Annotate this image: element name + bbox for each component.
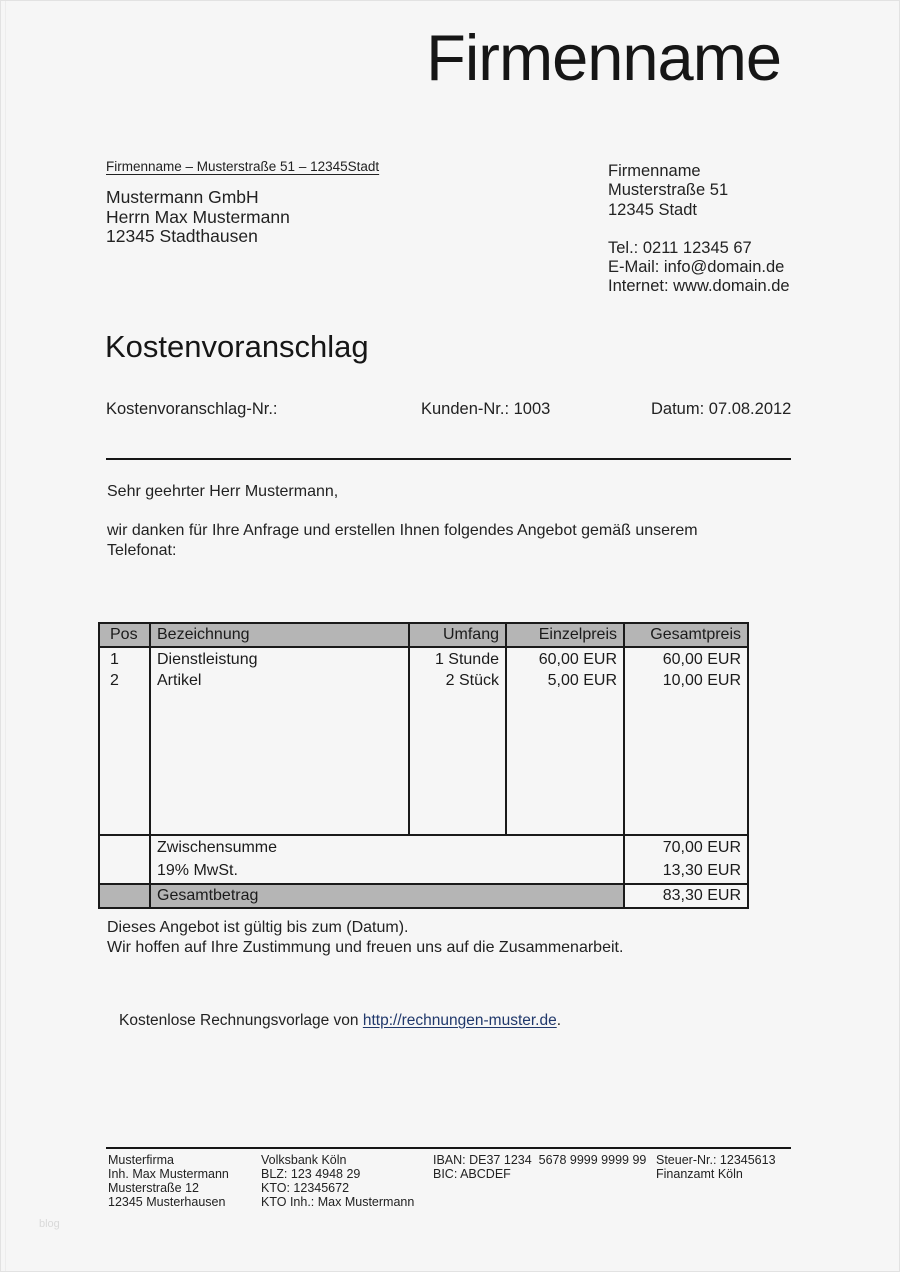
- item-unit-price: 60,00 EUR: [538, 651, 617, 668]
- validity-line: Dieses Angebot ist gültig bis zum (Datum…: [107, 919, 409, 936]
- footer-line: IBAN: DE37 1234 5678 9999 9999 99: [433, 1153, 647, 1167]
- document-heading: Kostenvoranschlag: [105, 329, 369, 364]
- column-header-gesamtpreis: Gesamtpreis: [623, 622, 749, 648]
- company-address-line: Musterstraße 51: [608, 181, 729, 200]
- footer-tax-column: Steuer-Nr.: 12345613 Finanzamt Köln: [656, 1153, 776, 1181]
- tax-value: 13,30 EUR: [662, 861, 741, 879]
- item-pos: 2: [110, 672, 119, 689]
- footer-company-column: Musterfirma Inh. Max Mustermann Musterst…: [108, 1153, 229, 1209]
- item-quantity: 2 Stück: [445, 672, 499, 689]
- item-description: Dienstleistung: [157, 651, 258, 668]
- item-total-price: 60,00 EUR: [662, 651, 741, 668]
- cooperation-line: Wir hoffen auf Ihre Zustimmung und freue…: [107, 938, 624, 956]
- table-header-row: Pos Bezeichnung Umfang Einzelpreis Gesam…: [98, 622, 749, 648]
- footer-line: Musterstraße 12: [108, 1181, 200, 1195]
- footer-line: Finanzamt Köln: [656, 1167, 743, 1181]
- cell-subtotal-labels: Zwischensumme 19% MwSt.: [149, 834, 625, 885]
- total-value: 83,30 EUR: [623, 883, 749, 909]
- footer-line: KTO Inh.: Max Mustermann: [261, 1195, 415, 1209]
- closing-paragraph: Dieses Angebot ist gültig bis zum (Datum…: [107, 918, 623, 957]
- recipient-line: 12345 Stadthausen: [106, 226, 258, 246]
- company-website-line: Internet: www.domain.de: [608, 277, 790, 296]
- template-credit-line: Kostenlose Rechnungsvorlage von http://r…: [119, 1012, 561, 1030]
- company-address-line: Firmenname: [608, 162, 701, 180]
- item-unit-price: 5,00 EUR: [547, 672, 617, 689]
- item-total-price: 10,00 EUR: [662, 672, 741, 689]
- footer-line: Musterfirma: [108, 1153, 174, 1167]
- footer-line: 12345 Musterhausen: [108, 1195, 226, 1209]
- subtotal-value: 70,00 EUR: [662, 839, 741, 856]
- company-title: Firmenname: [426, 21, 782, 94]
- cell-empty-pos: [98, 834, 151, 885]
- footer-line: KTO: 12345672: [261, 1181, 350, 1195]
- customer-number: Kunden-Nr.: 1003: [421, 400, 551, 418]
- salutation: Sehr geehrter Herr Mustermann,: [107, 483, 339, 500]
- footer-line: BLZ: 123 4948 29: [261, 1167, 361, 1181]
- credit-prefix: Kostenlose Rechnungsvorlage von: [119, 1012, 363, 1029]
- cell-gesamtpreis: 60,00 EUR 10,00 EUR: [623, 646, 749, 836]
- cell-einzelpreis: 60,00 EUR 5,00 EUR: [505, 646, 625, 836]
- item-description: Artikel: [157, 672, 202, 689]
- column-header-umfang: Umfang: [408, 622, 507, 648]
- company-email-line: E-Mail: info@domain.de: [608, 258, 785, 277]
- company-phone-line: Tel.: 0211 12345 67: [608, 238, 752, 257]
- cell-umfang: 1 Stunde 2 Stück: [408, 646, 507, 836]
- recipient-line: Herrn Max Mustermann: [106, 206, 290, 227]
- total-label: Gesamtbetrag: [149, 883, 625, 909]
- cell-total-pos: [98, 883, 151, 909]
- footer-line: BIC: ABCDEF: [433, 1167, 511, 1181]
- document-date: Datum: 07.08.2012: [651, 400, 792, 418]
- blog-watermark: blog: [39, 1218, 60, 1230]
- footer-line: Inh. Max Mustermann: [108, 1167, 229, 1181]
- item-quantity: 1 Stunde: [434, 651, 499, 668]
- footer-divider: [106, 1147, 791, 1149]
- subtotal-label: Zwischensumme: [157, 839, 278, 856]
- recipient-line: Mustermann GmbH: [106, 187, 259, 207]
- column-header-einzelpreis: Einzelpreis: [505, 622, 625, 648]
- cell-bezeichnung: Dienstleistung Artikel: [149, 646, 410, 836]
- tax-label: 19% MwSt.: [157, 861, 238, 879]
- cell-pos: 1 2: [98, 646, 151, 836]
- spacer: [608, 220, 790, 239]
- footer-line: Steuer-Nr.: 12345613: [656, 1153, 776, 1167]
- sender-return-address-line: Firmenname – Musterstraße 51 – 12345Stad…: [106, 159, 380, 174]
- estimate-number-label: Kostenvoranschlag-Nr.:: [106, 400, 278, 418]
- footer-iban-column: IBAN: DE37 1234 5678 9999 9999 99 BIC: A…: [433, 1153, 646, 1181]
- footer-line: Volksbank Köln: [261, 1153, 347, 1167]
- horizontal-divider: [106, 458, 791, 460]
- company-address-line: 12345 Stadt: [608, 200, 697, 219]
- column-header-pos: Pos: [98, 622, 151, 648]
- footer-bank-column: Volksbank Köln BLZ: 123 4948 29 KTO: 123…: [261, 1153, 414, 1209]
- company-contact-block: Firmenname Musterstraße 51 12345 Stadt T…: [608, 162, 790, 297]
- total-row: Gesamtbetrag 83,30 EUR: [98, 883, 749, 909]
- line-items-table: Pos Bezeichnung Umfang Einzelpreis Gesam…: [98, 622, 749, 909]
- recipient-address-block: Mustermann GmbH Herrn Max Mustermann 123…: [106, 187, 290, 247]
- table-items-row: 1 2 Dienstleistung Artikel 1 Stunde 2 St…: [98, 646, 749, 836]
- credit-suffix: .: [556, 1012, 562, 1029]
- item-pos: 1: [110, 651, 119, 668]
- subtotal-row: Zwischensumme 19% MwSt. 70,00 EUR 13,30 …: [98, 834, 749, 885]
- column-header-bezeichnung: Bezeichnung: [149, 622, 410, 648]
- template-source-link[interactable]: http://rechnungen-muster.de: [362, 1012, 557, 1029]
- intro-paragraph: wir danken für Ihre Anfrage und erstelle…: [107, 522, 698, 559]
- cell-subtotal-values: 70,00 EUR 13,30 EUR: [623, 834, 749, 885]
